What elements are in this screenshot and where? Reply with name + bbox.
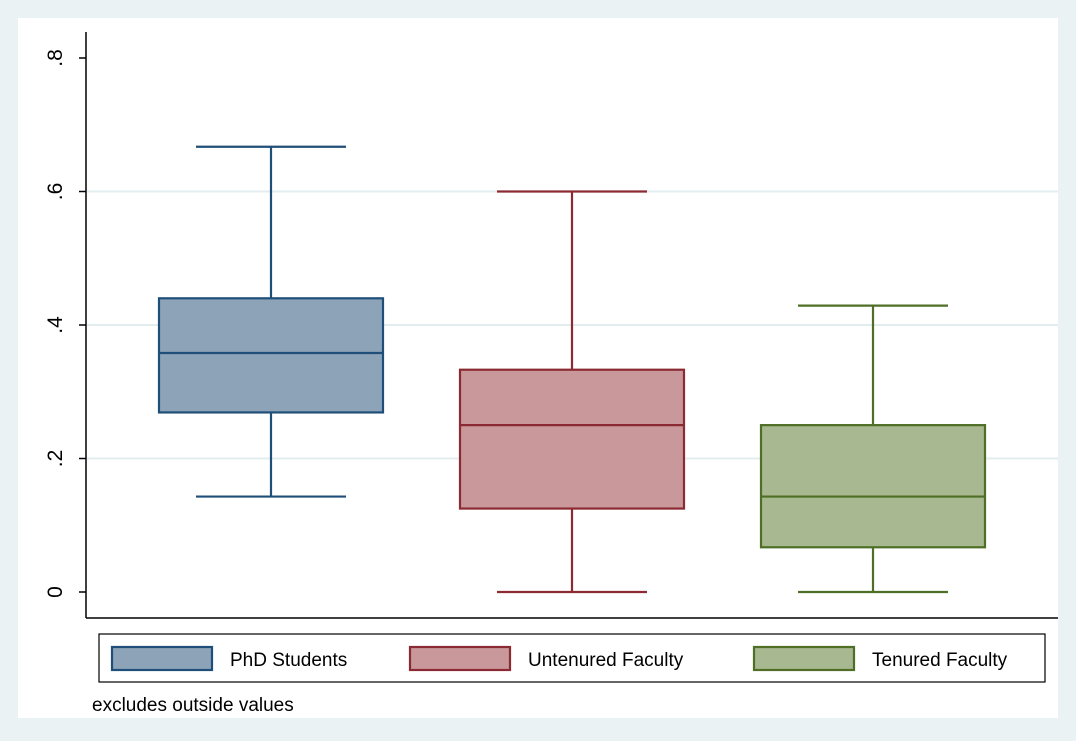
box-untenured-faculty: [458, 190, 686, 594]
y-tick-label-4: .8: [44, 49, 67, 67]
iqr-box: [759, 424, 987, 549]
y-tick-label-0: 0: [44, 586, 67, 598]
box-tenured-faculty: [759, 304, 987, 594]
legend-swatch: [408, 645, 512, 672]
iqr-box: [157, 297, 385, 414]
legend-item-tenured-faculty: Tenured Faculty: [752, 645, 1008, 672]
legend-item-untenured-faculty: Untenured Faculty: [408, 645, 684, 672]
legend-label: Tenured Faculty: [872, 650, 1008, 671]
legend: PhD Students Untenured Faculty Tenured Fac…: [98, 633, 1046, 683]
y-tick-label-1: .2: [44, 450, 67, 468]
legend-swatch: [110, 645, 214, 672]
boxes: [157, 145, 987, 594]
legend-box: [98, 633, 1046, 683]
legend-swatch: [752, 645, 856, 672]
legend-item-phd-students: PhD Students: [110, 645, 347, 672]
y-tick-label-3: .6: [44, 183, 67, 201]
y-tick-label-2: .4: [44, 316, 67, 334]
y-axis: 0 .2 .4 .6 .8: [44, 32, 1058, 619]
iqr-box: [458, 368, 686, 510]
box-phd-students: [157, 145, 385, 498]
legend-label: PhD Students: [230, 650, 347, 671]
legend-label: Untenured Faculty: [528, 650, 684, 671]
chart-note: excludes outside values: [92, 695, 294, 716]
